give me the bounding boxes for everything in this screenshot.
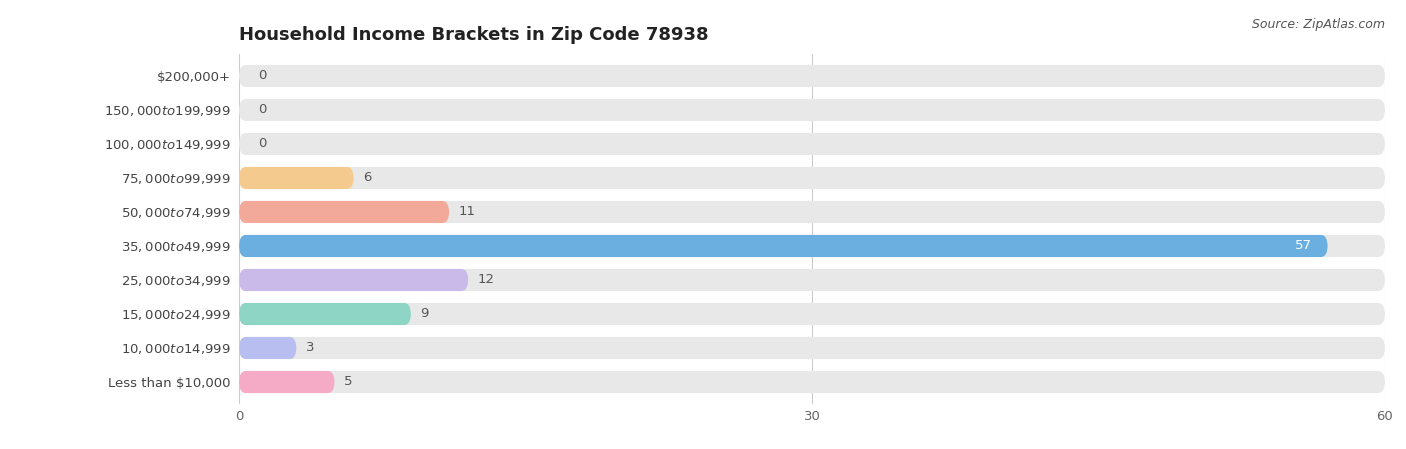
FancyBboxPatch shape bbox=[239, 337, 1385, 359]
FancyBboxPatch shape bbox=[239, 269, 1385, 291]
Text: Source: ZipAtlas.com: Source: ZipAtlas.com bbox=[1251, 18, 1385, 31]
Text: 6: 6 bbox=[363, 172, 371, 185]
FancyBboxPatch shape bbox=[239, 65, 1385, 87]
Text: Household Income Brackets in Zip Code 78938: Household Income Brackets in Zip Code 78… bbox=[239, 26, 709, 44]
Text: 57: 57 bbox=[1295, 239, 1312, 252]
FancyBboxPatch shape bbox=[239, 201, 449, 223]
Text: 0: 0 bbox=[259, 103, 267, 116]
Text: 0: 0 bbox=[259, 137, 267, 150]
FancyBboxPatch shape bbox=[239, 303, 411, 325]
FancyBboxPatch shape bbox=[239, 201, 1385, 223]
FancyBboxPatch shape bbox=[239, 371, 1385, 393]
FancyBboxPatch shape bbox=[239, 167, 354, 189]
FancyBboxPatch shape bbox=[239, 337, 297, 359]
FancyBboxPatch shape bbox=[239, 371, 335, 393]
FancyBboxPatch shape bbox=[239, 167, 1385, 189]
Text: 11: 11 bbox=[458, 206, 475, 219]
Text: 0: 0 bbox=[259, 70, 267, 83]
FancyBboxPatch shape bbox=[239, 235, 1327, 257]
Text: 5: 5 bbox=[344, 375, 353, 388]
FancyBboxPatch shape bbox=[239, 133, 1385, 155]
FancyBboxPatch shape bbox=[239, 269, 468, 291]
Text: 12: 12 bbox=[478, 273, 495, 286]
FancyBboxPatch shape bbox=[239, 235, 1385, 257]
Text: 9: 9 bbox=[420, 308, 429, 321]
FancyBboxPatch shape bbox=[239, 99, 1385, 121]
Text: 3: 3 bbox=[307, 342, 315, 355]
FancyBboxPatch shape bbox=[239, 303, 1385, 325]
